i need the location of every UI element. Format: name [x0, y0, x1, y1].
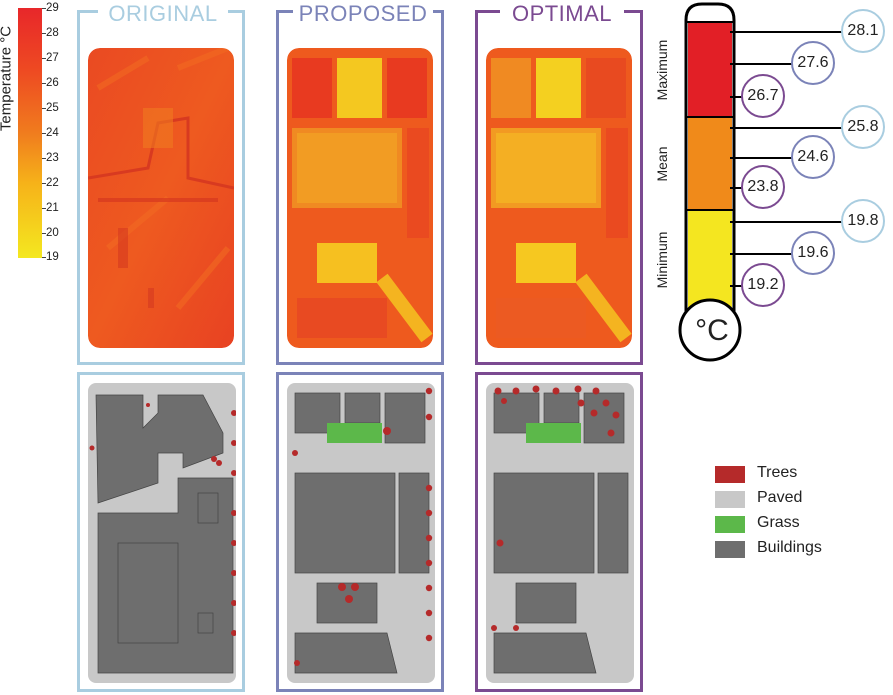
proposed-site-map [287, 383, 435, 683]
legend-swatch-paved [715, 491, 745, 508]
max-optimal-value: 26.7 [741, 74, 785, 118]
original-title: ORIGINAL [98, 1, 228, 27]
colorbar-tick: 22 [46, 177, 59, 189]
minimum-label: Minimum [654, 231, 670, 289]
colorbar-tick: 25 [46, 102, 59, 114]
min-proposed-value: 19.6 [791, 231, 835, 275]
original-site-map [88, 383, 236, 683]
optimal-site-map-panel [475, 372, 643, 692]
proposed-heatmap [287, 48, 433, 348]
temperature-colorbar [18, 8, 42, 258]
optimal-heatmap-panel: OPTIMAL [475, 1, 643, 365]
proposed-heatmap-panel: PROPOSED [276, 1, 444, 365]
legend-swatch-grass [715, 516, 745, 533]
colorbar-tick: 23 [46, 152, 59, 164]
colorbar-tick: 19 [46, 251, 59, 263]
colorbar-axis: Temperature °C 29 28 27 26 25 24 23 22 2… [0, 0, 60, 270]
proposed-site-map-panel [276, 372, 444, 692]
optimal-heatmap [486, 48, 632, 348]
legend-label-grass: Grass [757, 514, 800, 531]
thermometer-graphic: °C Maximum Mean Minimum 28.1 27.6 26.7 2… [652, 0, 893, 378]
max-original-value: 28.1 [841, 9, 885, 53]
legend-label-buildings: Buildings [757, 539, 822, 556]
colorbar-tick: 26 [46, 77, 59, 89]
optimal-title: OPTIMAL [500, 1, 624, 27]
colorbar-tick: 28 [46, 27, 59, 39]
legend-label-trees: Trees [757, 464, 798, 481]
min-original-value: 19.8 [841, 199, 885, 243]
mean-label: Mean [654, 146, 670, 182]
mean-original-value: 25.8 [841, 105, 885, 149]
min-optimal-value: 19.2 [741, 263, 785, 307]
proposed-title: PROPOSED [293, 1, 433, 27]
colorbar-tick: 29 [46, 2, 59, 14]
unit-label: °C [695, 314, 729, 347]
max-proposed-value: 27.6 [791, 41, 835, 85]
colorbar-title: Temperature °C [0, 25, 15, 132]
colorbar-tick: 24 [46, 127, 59, 139]
legend-swatch-trees [715, 466, 745, 483]
colorbar-tick: 20 [46, 227, 59, 239]
mean-optimal-value: 23.8 [741, 165, 785, 209]
mean-proposed-value: 24.6 [791, 135, 835, 179]
colorbar-tick: 21 [46, 202, 59, 214]
maximum-label: Maximum [654, 39, 670, 101]
legend-swatch-buildings [715, 541, 745, 558]
colorbar-tick: 27 [46, 52, 59, 64]
original-heatmap-panel: ORIGINAL [77, 1, 245, 365]
original-site-map-panel [77, 372, 245, 692]
original-heatmap [88, 48, 234, 348]
legend-label-paved: Paved [757, 489, 803, 506]
optimal-site-map [486, 383, 634, 683]
